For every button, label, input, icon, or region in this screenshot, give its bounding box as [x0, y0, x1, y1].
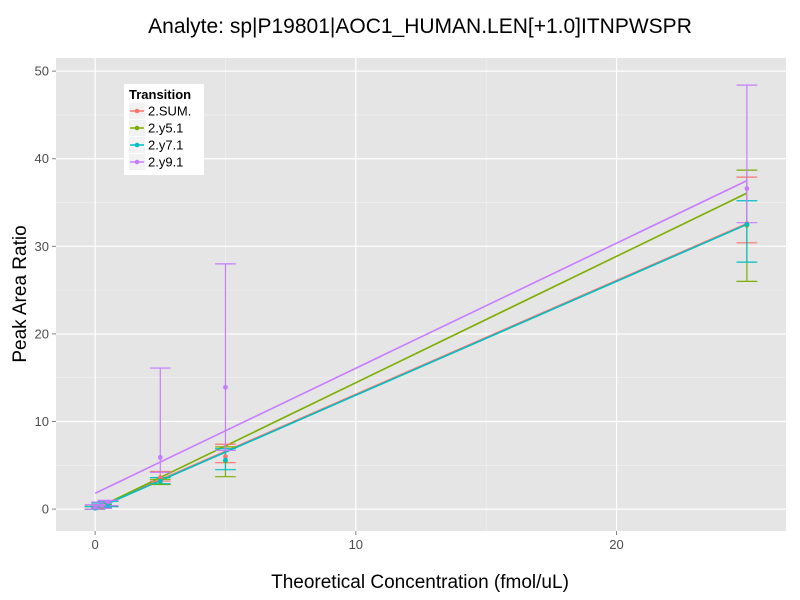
data-point — [157, 455, 163, 460]
legend-dot-4 — [134, 159, 140, 165]
data-points — [92, 186, 750, 511]
y-tick-label: 50 — [35, 64, 49, 79]
y-tick-label: 0 — [42, 502, 49, 517]
fit-line-4 — [94, 179, 748, 495]
axes: 0 10 20 30 40 50 0 10 20 — [35, 64, 624, 552]
legend-label-3: 2.y7.1 — [148, 138, 183, 153]
fit-lines — [94, 179, 748, 510]
x-tick-label: 20 — [609, 537, 623, 552]
data-point — [744, 222, 750, 227]
legend-label-1: 2.SUM. — [148, 104, 191, 119]
data-point — [105, 499, 111, 505]
y-tick-label: 30 — [35, 239, 49, 254]
y-tick-label: 10 — [35, 414, 49, 429]
data-point — [223, 454, 228, 459]
y-tick-label: 20 — [35, 326, 49, 341]
x-tick-label: 10 — [349, 537, 363, 552]
legend-dot-3 — [134, 142, 140, 148]
fit-line-2 — [94, 192, 748, 510]
data-point — [157, 478, 163, 484]
x-axis-title: Theoretical Concentration (fmol/uL) — [271, 572, 569, 593]
fit-line-3 — [94, 223, 748, 510]
y-axis-title: Peak Area Ratio — [10, 225, 31, 362]
grid-lines — [56, 58, 786, 531]
legend-dot-1 — [134, 108, 140, 114]
y-tick-label: 40 — [35, 151, 49, 166]
data-point — [223, 384, 228, 390]
chart-title: Analyte: sp|P19801|AOC1_HUMAN.LEN[+1.0]I… — [148, 15, 692, 38]
data-point — [744, 186, 750, 191]
legend-label-2: 2.y5.1 — [148, 121, 183, 136]
legend-title: Transition — [129, 87, 191, 102]
data-point — [157, 475, 163, 480]
data-point — [92, 504, 98, 510]
legend: Transition 2.SUM. 2.y5.1 2.y7.1 2.y9.1 — [124, 84, 204, 175]
legend-label-4: 2.y9.1 — [148, 155, 183, 170]
x-tick-label: 0 — [91, 537, 98, 552]
data-point — [223, 457, 228, 463]
data-point — [99, 503, 105, 508]
legend-dot-2 — [134, 125, 140, 131]
fit-line-1 — [94, 222, 748, 509]
